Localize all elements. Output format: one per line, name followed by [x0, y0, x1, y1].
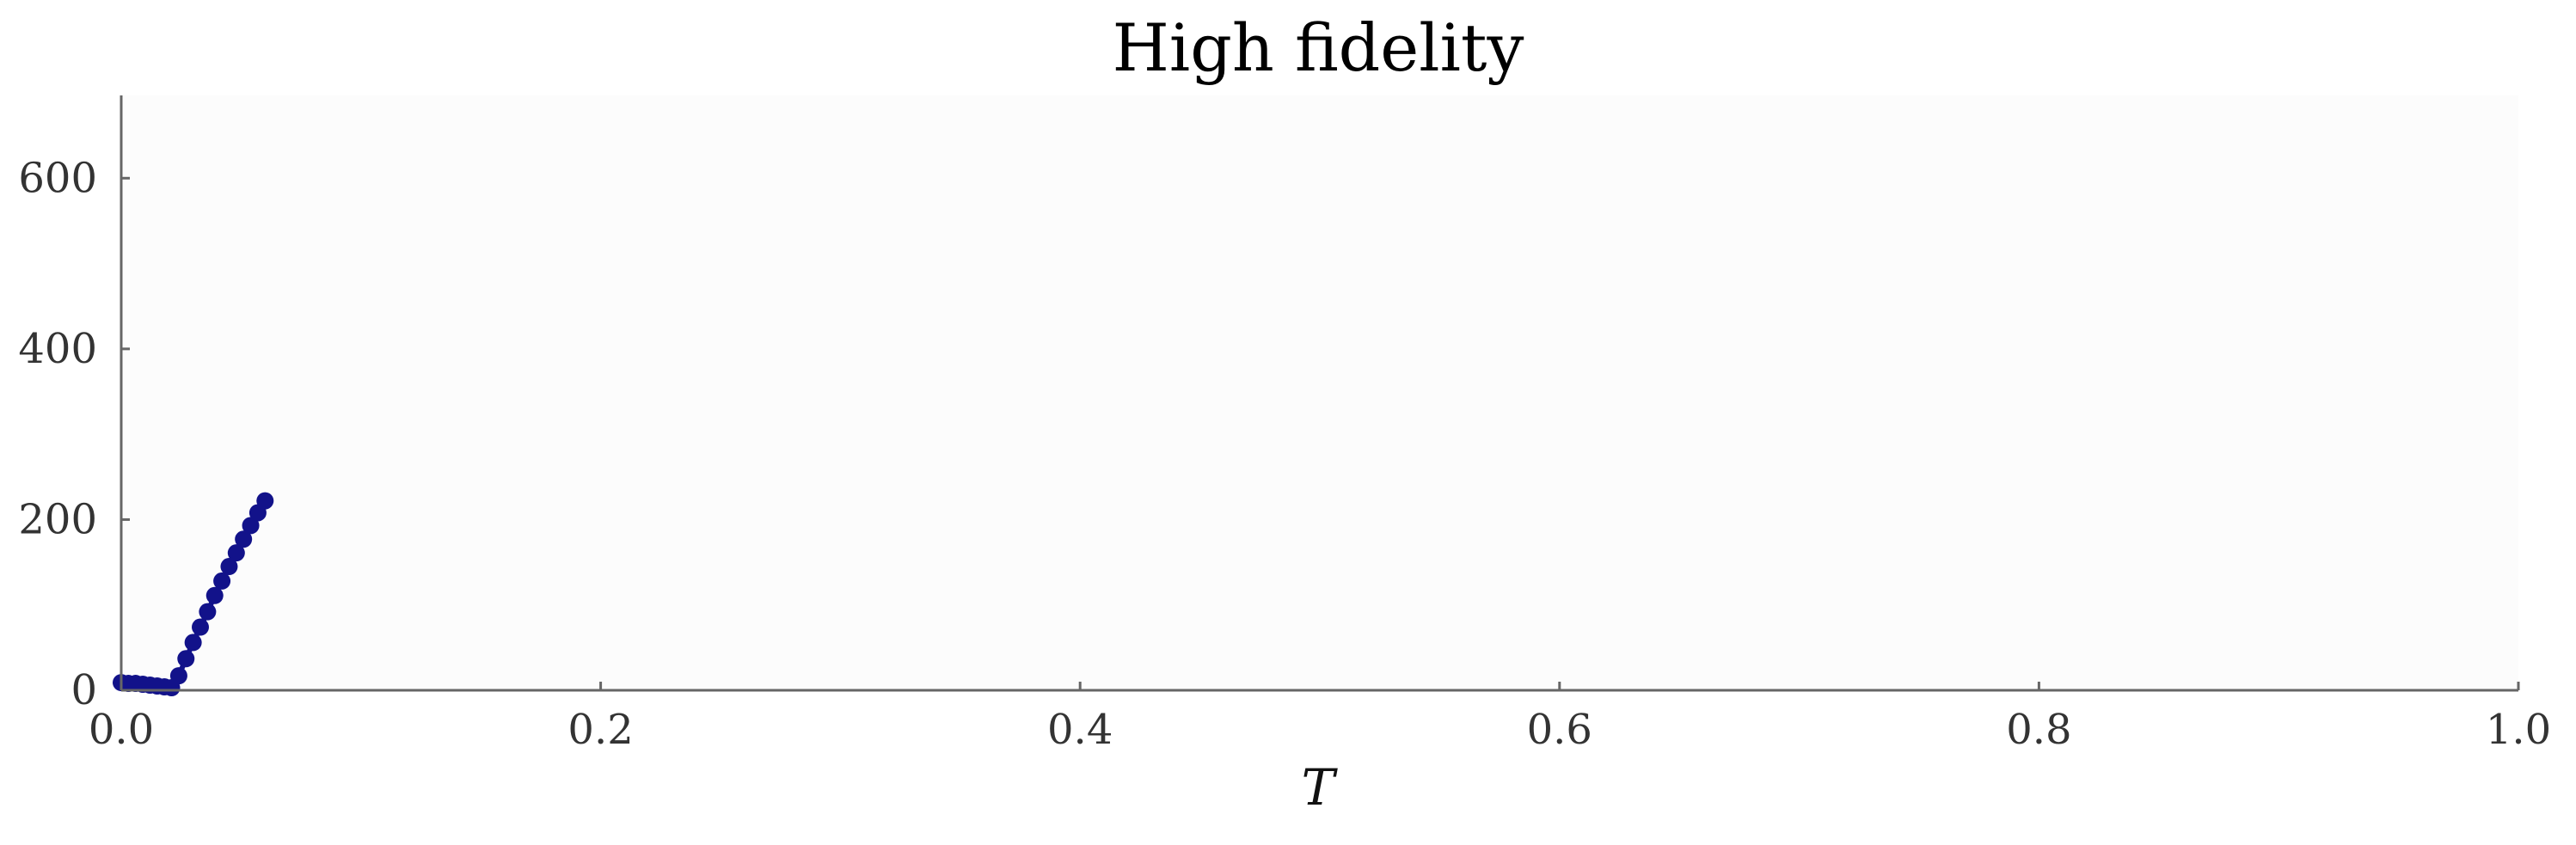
y-tick-label: 0: [71, 666, 97, 714]
x-tick-label: 0.8: [2006, 706, 2071, 754]
y-tick-label: 600: [18, 154, 97, 202]
x-tick-label: 0.2: [567, 706, 633, 754]
x-axis-label: T: [1302, 758, 1339, 817]
plot-background: [121, 95, 2518, 690]
x-tick-label: 0.4: [1047, 706, 1113, 754]
y-tick-label: 400: [18, 325, 97, 373]
data-point: [220, 558, 238, 576]
x-tick-label: 1.0: [2486, 706, 2551, 754]
data-point: [213, 572, 231, 590]
data-point: [192, 618, 210, 636]
chart-title: High fidelity: [1113, 9, 1524, 86]
data-point: [199, 603, 217, 621]
x-tick-label: 0.6: [1527, 706, 1592, 754]
data-point: [184, 634, 202, 652]
y-tick-label: 200: [18, 495, 97, 543]
y-axis-ticks: 0 200 400 600: [18, 154, 130, 714]
x-tick-label: 0.0: [89, 706, 154, 754]
data-point: [235, 530, 253, 548]
data-point: [242, 517, 260, 535]
data-point: [227, 544, 245, 562]
data-point: [256, 492, 274, 510]
data-point: [205, 586, 224, 604]
x-axis-ticks: 0.0 0.2 0.4 0.6 0.8 1.0: [89, 682, 2551, 754]
data-point: [177, 650, 195, 668]
data-point: [169, 667, 187, 685]
